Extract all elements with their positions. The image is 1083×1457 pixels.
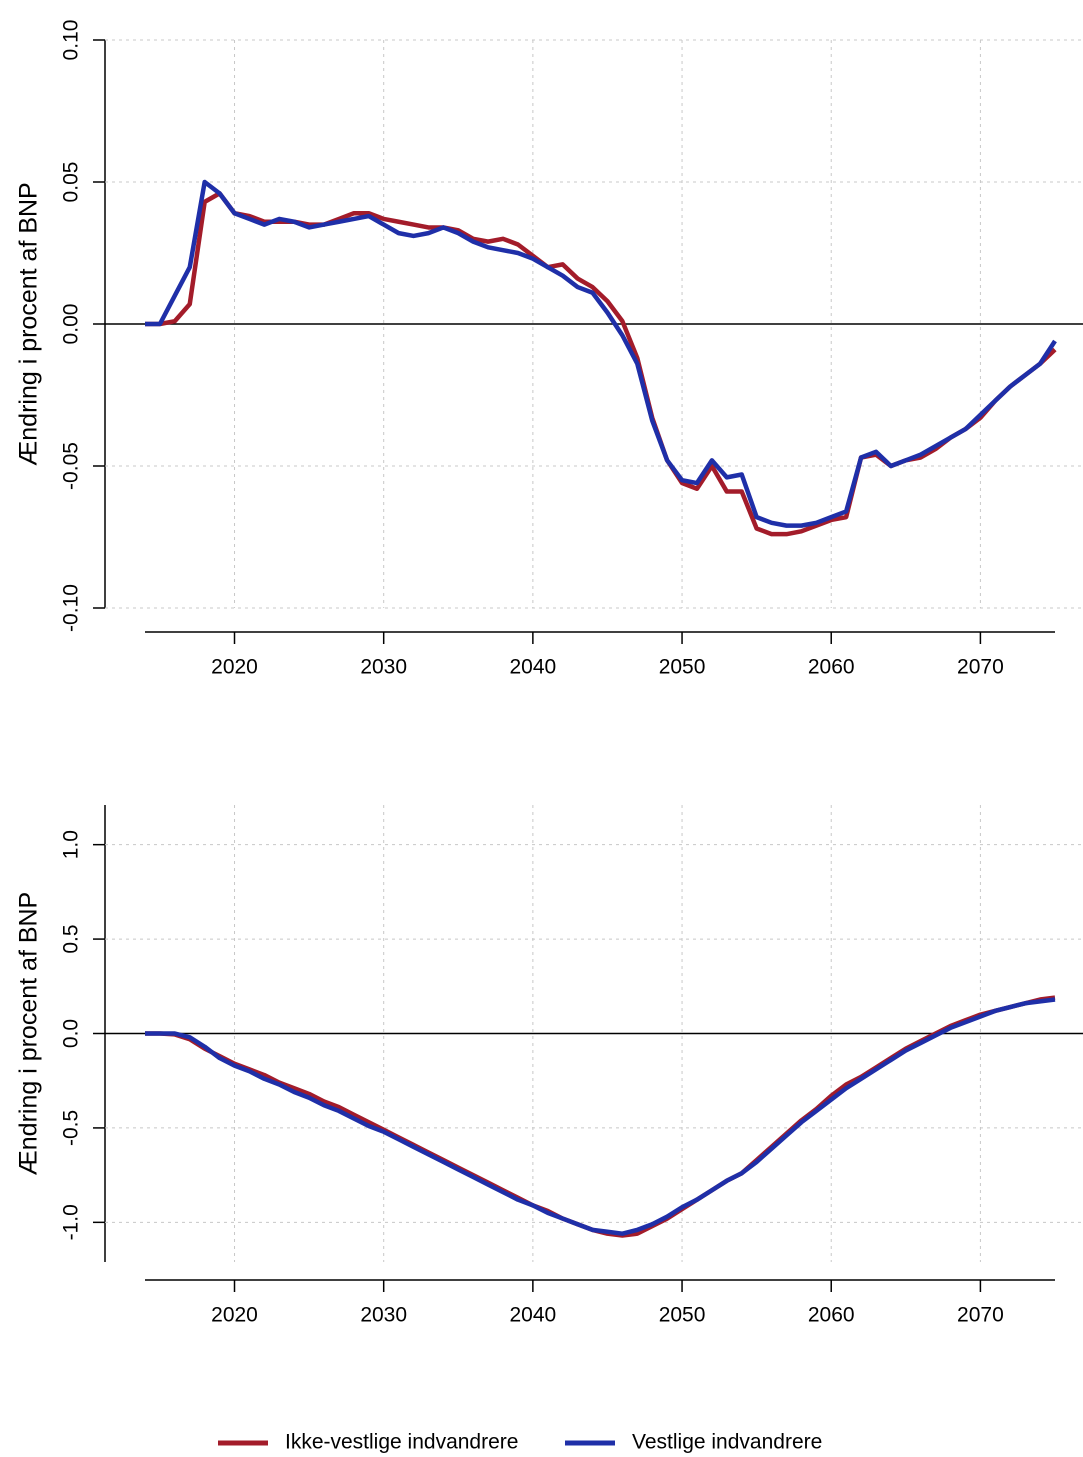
- x-tick-label: 2070: [957, 1304, 1004, 1327]
- series-line: [145, 179, 1057, 528]
- y-tick-label: 0.5: [60, 924, 83, 953]
- x-tick-label: 2020: [211, 1304, 258, 1327]
- y-axis-label: Ændring i procent af BNP: [15, 892, 43, 1175]
- y-tick-label: 0.0: [60, 1019, 83, 1048]
- y-tick-label: -0.5: [60, 1110, 83, 1146]
- x-tick-label: 2060: [808, 1304, 855, 1327]
- x-tick-label: 2070: [957, 656, 1004, 679]
- y-axis-label: Ændring i procent af BNP: [15, 182, 43, 465]
- legend-label: Ikke-vestlige indvandrere: [285, 1431, 518, 1454]
- x-tick-label: 2060: [808, 656, 855, 679]
- y-tick-label: 1.0: [60, 830, 83, 859]
- series-line: [145, 191, 1057, 537]
- x-tick-label: 2030: [360, 656, 407, 679]
- x-tick-label: 2050: [659, 1304, 706, 1327]
- x-tick-label: 2040: [510, 656, 557, 679]
- y-tick-label: -1.0: [60, 1204, 83, 1240]
- y-tick-label: 0.00: [60, 304, 83, 345]
- series-line: [145, 997, 1056, 1236]
- x-tick-label: 2030: [360, 1304, 407, 1327]
- x-tick-label: 2040: [510, 1304, 557, 1327]
- y-tick-label: -0.05: [60, 442, 83, 490]
- x-tick-label: 2050: [659, 656, 706, 679]
- y-tick-label: 0.05: [60, 162, 83, 203]
- legend-label: Vestlige indvandrere: [632, 1431, 822, 1454]
- x-tick-label: 2020: [211, 656, 258, 679]
- y-tick-label: -0.10: [60, 584, 83, 632]
- y-tick-label: 0.10: [60, 20, 83, 61]
